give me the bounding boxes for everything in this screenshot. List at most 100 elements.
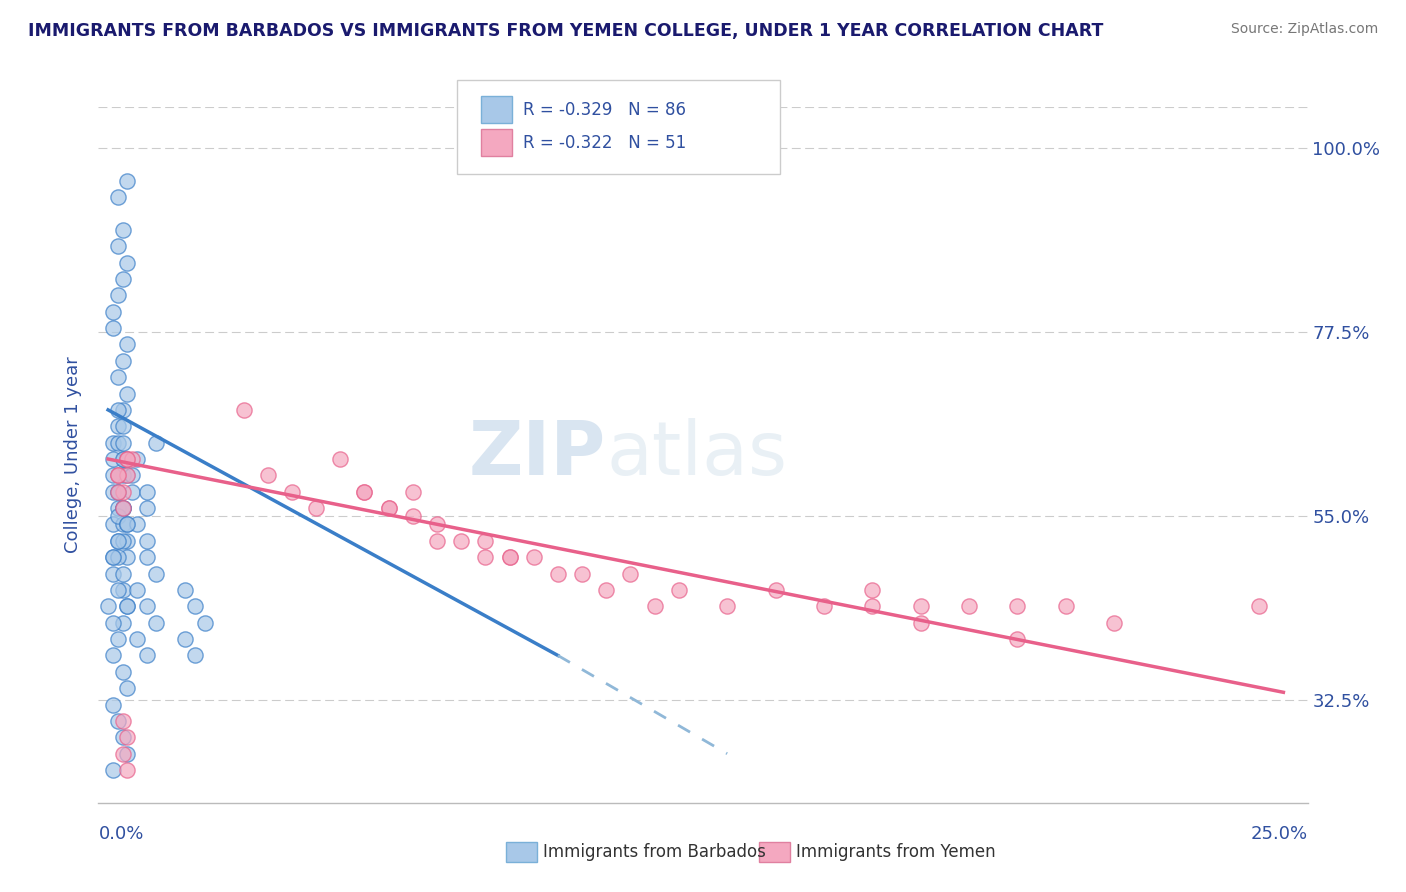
- Point: [101, 304, 124, 318]
- Point: [117, 731, 139, 745]
- Point: [765, 582, 787, 597]
- Point: [111, 403, 134, 417]
- Point: [117, 681, 139, 696]
- Point: [101, 566, 124, 581]
- Point: [117, 517, 139, 532]
- Point: [117, 533, 139, 548]
- Text: R = -0.329   N = 86: R = -0.329 N = 86: [523, 101, 686, 119]
- Point: [121, 452, 143, 467]
- Point: [117, 174, 139, 188]
- Point: [135, 648, 157, 663]
- Point: [111, 533, 134, 548]
- Point: [107, 509, 129, 524]
- Point: [813, 599, 835, 614]
- Point: [127, 517, 149, 532]
- Point: [117, 599, 139, 614]
- Point: [111, 435, 134, 450]
- Point: [107, 468, 129, 483]
- Point: [107, 484, 129, 499]
- Point: [1007, 599, 1029, 614]
- Text: IMMIGRANTS FROM BARBADOS VS IMMIGRANTS FROM YEMEN COLLEGE, UNDER 1 YEAR CORRELAT: IMMIGRANTS FROM BARBADOS VS IMMIGRANTS F…: [28, 22, 1104, 40]
- Point: [305, 501, 328, 516]
- Point: [117, 550, 139, 565]
- Point: [184, 599, 207, 614]
- Point: [127, 632, 149, 646]
- Point: [523, 550, 546, 565]
- Point: [117, 386, 139, 401]
- Point: [97, 599, 120, 614]
- Text: Source: ZipAtlas.com: Source: ZipAtlas.com: [1230, 22, 1378, 37]
- Point: [111, 665, 134, 679]
- Point: [107, 501, 129, 516]
- Text: atlas: atlas: [606, 418, 787, 491]
- Point: [107, 468, 129, 483]
- Point: [111, 452, 134, 467]
- Point: [377, 501, 399, 516]
- Point: [107, 239, 129, 253]
- Point: [232, 403, 254, 417]
- Point: [101, 550, 124, 565]
- Point: [107, 370, 129, 384]
- Point: [111, 419, 134, 434]
- Point: [111, 484, 134, 499]
- Text: ZIP: ZIP: [470, 418, 606, 491]
- Point: [107, 288, 129, 302]
- Point: [121, 468, 143, 483]
- Point: [353, 484, 375, 499]
- Point: [101, 698, 124, 712]
- Point: [127, 452, 149, 467]
- Point: [474, 550, 496, 565]
- Point: [426, 533, 449, 548]
- Point: [1102, 615, 1125, 630]
- Text: 0.0%: 0.0%: [98, 825, 143, 843]
- Point: [716, 599, 738, 614]
- Point: [910, 615, 932, 630]
- Point: [107, 403, 129, 417]
- Point: [117, 747, 139, 761]
- Point: [117, 517, 139, 532]
- Point: [135, 599, 157, 614]
- Point: [101, 321, 124, 335]
- Point: [117, 452, 139, 467]
- Point: [111, 582, 134, 597]
- Point: [107, 419, 129, 434]
- Point: [111, 615, 134, 630]
- Point: [107, 533, 129, 548]
- Text: Immigrants from Yemen: Immigrants from Yemen: [796, 843, 995, 861]
- Point: [107, 632, 129, 646]
- Point: [174, 632, 197, 646]
- Y-axis label: College, Under 1 year: College, Under 1 year: [65, 357, 83, 553]
- Text: Immigrants from Barbados: Immigrants from Barbados: [543, 843, 766, 861]
- Point: [117, 763, 139, 777]
- Point: [256, 468, 278, 483]
- Point: [619, 566, 641, 581]
- Point: [111, 272, 134, 286]
- Point: [101, 550, 124, 565]
- Point: [402, 484, 425, 499]
- Point: [117, 468, 139, 483]
- Point: [107, 468, 129, 483]
- Point: [111, 501, 134, 516]
- Point: [117, 452, 139, 467]
- Point: [111, 501, 134, 516]
- Point: [135, 533, 157, 548]
- Point: [117, 452, 139, 467]
- Point: [498, 550, 520, 565]
- Point: [450, 533, 472, 548]
- Point: [571, 566, 593, 581]
- Point: [117, 255, 139, 269]
- Point: [101, 615, 124, 630]
- Point: [957, 599, 980, 614]
- Point: [1249, 599, 1271, 614]
- Point: [111, 517, 134, 532]
- Point: [101, 468, 124, 483]
- Point: [117, 337, 139, 351]
- Point: [111, 353, 134, 368]
- Point: [1054, 599, 1077, 614]
- Point: [107, 714, 129, 728]
- Point: [498, 550, 520, 565]
- Point: [111, 714, 134, 728]
- Point: [426, 517, 449, 532]
- Point: [107, 190, 129, 204]
- Point: [547, 566, 569, 581]
